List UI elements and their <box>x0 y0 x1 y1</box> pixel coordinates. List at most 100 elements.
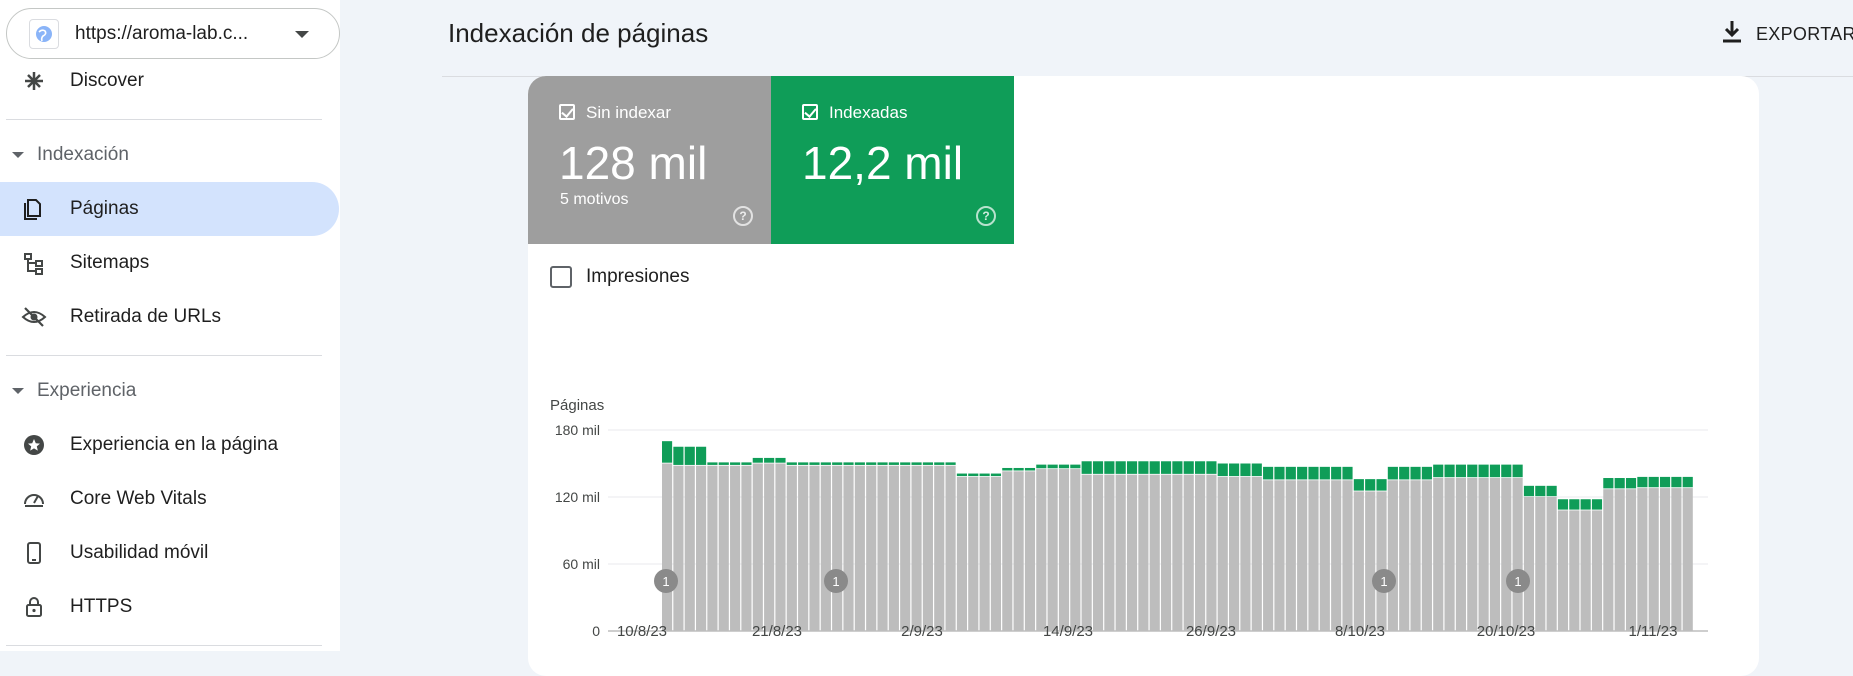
bar-indexed[interactable] <box>1421 466 1432 480</box>
bar-not-indexed[interactable] <box>820 465 831 631</box>
sidebar-item-discover[interactable]: Discover <box>0 54 339 108</box>
bar-indexed[interactable] <box>1410 466 1421 480</box>
bar-indexed[interactable] <box>832 462 843 465</box>
bar-indexed[interactable] <box>1353 479 1364 491</box>
bar-indexed[interactable] <box>1319 466 1330 480</box>
impressions-toggle[interactable]: Impresiones <box>550 266 690 288</box>
bar-not-indexed[interactable] <box>1512 478 1523 631</box>
bar-indexed[interactable] <box>798 462 809 465</box>
bar-not-indexed[interactable] <box>1433 478 1444 631</box>
bar-not-indexed[interactable] <box>673 465 684 631</box>
bar-indexed[interactable] <box>1387 466 1398 480</box>
bar-indexed[interactable] <box>696 446 707 465</box>
bar-not-indexed[interactable] <box>707 465 718 631</box>
bar-not-indexed[interactable] <box>1251 476 1262 631</box>
bar-indexed[interactable] <box>1535 485 1546 497</box>
bar-not-indexed[interactable] <box>1297 480 1308 631</box>
bar-not-indexed[interactable] <box>1160 474 1172 631</box>
bar-not-indexed[interactable] <box>1478 478 1489 631</box>
bar-not-indexed[interactable] <box>1036 469 1047 631</box>
bar-not-indexed[interactable] <box>956 476 967 631</box>
bar-indexed[interactable] <box>1126 461 1138 474</box>
bar-indexed[interactable] <box>1625 478 1637 489</box>
bar-indexed[interactable] <box>922 462 933 465</box>
bar-not-indexed[interactable] <box>1365 491 1376 631</box>
bar-indexed[interactable] <box>1149 461 1160 474</box>
bar-not-indexed[interactable] <box>1115 474 1126 631</box>
bar-indexed[interactable] <box>877 462 888 465</box>
bar-not-indexed[interactable] <box>1387 480 1398 631</box>
bar-not-indexed[interactable] <box>1580 510 1591 631</box>
bar-indexed[interactable] <box>934 462 945 465</box>
bar-indexed[interactable] <box>820 462 831 465</box>
bar-not-indexed[interactable] <box>718 465 729 631</box>
bar-indexed[interactable] <box>1569 499 1580 510</box>
bar-indexed[interactable] <box>900 462 911 465</box>
bar-not-indexed[interactable] <box>888 465 899 631</box>
bar-indexed[interactable] <box>752 457 763 463</box>
bar-not-indexed[interactable] <box>979 476 990 631</box>
bar-indexed[interactable] <box>1308 466 1319 480</box>
bar-not-indexed[interactable] <box>1353 491 1364 631</box>
bar-not-indexed[interactable] <box>1671 488 1682 631</box>
bar-indexed[interactable] <box>1557 499 1569 510</box>
bar-not-indexed[interactable] <box>1421 480 1432 631</box>
bar-not-indexed[interactable] <box>945 465 956 631</box>
checkbox-unchecked-icon[interactable] <box>550 266 572 288</box>
bar-indexed[interactable] <box>843 462 854 465</box>
bar-indexed[interactable] <box>1285 466 1296 480</box>
bar-not-indexed[interactable] <box>752 463 763 632</box>
bar-indexed[interactable] <box>684 446 695 465</box>
bar-indexed[interactable] <box>775 457 786 463</box>
bar-indexed[interactable] <box>1501 464 1512 478</box>
bar-indexed[interactable] <box>1489 464 1501 478</box>
bar-indexed[interactable] <box>968 473 979 477</box>
bar-not-indexed[interactable] <box>1625 489 1637 631</box>
bar-indexed[interactable] <box>764 457 775 463</box>
bar-not-indexed[interactable] <box>1489 478 1501 631</box>
bar-not-indexed[interactable] <box>1342 480 1353 631</box>
bar-not-indexed[interactable] <box>1501 478 1512 631</box>
bar-indexed[interactable] <box>730 462 741 465</box>
bar-indexed[interactable] <box>990 473 1002 477</box>
bar-not-indexed[interactable] <box>1002 471 1013 631</box>
bar-not-indexed[interactable] <box>1081 474 1092 631</box>
bar-not-indexed[interactable] <box>1183 474 1194 631</box>
bar-indexed[interactable] <box>1115 461 1126 474</box>
bar-indexed[interactable] <box>979 473 990 477</box>
bar-indexed[interactable] <box>1070 464 1081 469</box>
bar-not-indexed[interactable] <box>1376 491 1387 631</box>
bar-indexed[interactable] <box>1546 485 1557 497</box>
bar-not-indexed[interactable] <box>900 465 911 631</box>
bar-not-indexed[interactable] <box>1240 476 1251 631</box>
bar-not-indexed[interactable] <box>809 465 820 631</box>
bar-not-indexed[interactable] <box>854 465 865 631</box>
bar-indexed[interactable] <box>1002 467 1013 471</box>
bar-indexed[interactable] <box>1206 461 1217 474</box>
bar-indexed[interactable] <box>718 462 729 465</box>
export-button[interactable]: EXPORTAR <box>1720 16 1853 52</box>
bar-indexed[interactable] <box>1478 464 1489 478</box>
bar-not-indexed[interactable] <box>1410 480 1421 631</box>
bar-indexed[interactable] <box>1399 466 1410 480</box>
bar-indexed[interactable] <box>673 446 684 465</box>
sidebar-item-sitemaps[interactable]: Sitemaps <box>0 236 339 290</box>
bar-not-indexed[interactable] <box>1126 474 1138 631</box>
bar-indexed[interactable] <box>1637 476 1648 488</box>
bar-indexed[interactable] <box>707 462 718 465</box>
bar-not-indexed[interactable] <box>934 465 945 631</box>
bar-not-indexed[interactable] <box>786 465 797 631</box>
bar-not-indexed[interactable] <box>832 465 843 631</box>
bar-indexed[interactable] <box>1523 485 1535 497</box>
bar-not-indexed[interactable] <box>1455 478 1466 631</box>
bar-indexed[interactable] <box>854 462 865 465</box>
bar-not-indexed[interactable] <box>1092 474 1104 631</box>
help-icon[interactable]: ? <box>976 206 996 226</box>
bar-indexed[interactable] <box>1263 466 1274 480</box>
bar-indexed[interactable] <box>1274 466 1285 480</box>
bar-not-indexed[interactable] <box>1206 474 1217 631</box>
bar-indexed[interactable] <box>1024 467 1036 471</box>
bar-not-indexed[interactable] <box>1603 489 1614 631</box>
bar-not-indexed[interactable] <box>1569 510 1580 631</box>
bar-indexed[interactable] <box>1580 499 1591 510</box>
